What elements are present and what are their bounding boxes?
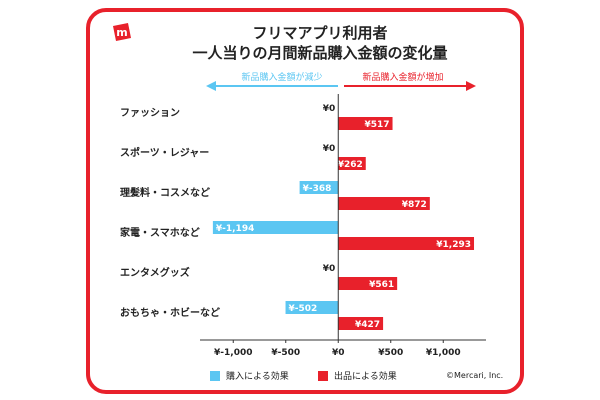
direction-arrows: 新品購入金額が減少 新品購入金額が増加 bbox=[206, 71, 476, 91]
increase-arrowhead-icon bbox=[466, 81, 476, 91]
data-label: ¥517 bbox=[364, 120, 389, 130]
x-tick-label: ¥1,000 bbox=[426, 348, 461, 358]
legend-item-selling: 出品による効果 bbox=[318, 369, 397, 382]
legend-label-selling: 出品による効果 bbox=[334, 372, 397, 382]
chart-title-line2: 一人当りの月間新品購入金額の変化量 bbox=[192, 44, 448, 62]
bar-selling-effect bbox=[338, 117, 393, 130]
x-tick-label: ¥-500 bbox=[271, 348, 300, 358]
data-label: ¥872 bbox=[402, 200, 427, 210]
increase-label: 新品購入金額が増加 bbox=[362, 71, 443, 83]
decrease-arrowhead-icon bbox=[206, 81, 216, 91]
data-label: ¥0 bbox=[323, 104, 336, 114]
legend-swatch-selling bbox=[318, 370, 328, 381]
svg-text:m: m bbox=[116, 26, 127, 39]
data-label: ¥561 bbox=[369, 280, 394, 290]
bar-purchase-effect bbox=[285, 301, 339, 314]
data-label: ¥427 bbox=[355, 320, 380, 330]
category-label: ファッション bbox=[120, 108, 180, 119]
copyright-text: ©Mercari, Inc. bbox=[446, 371, 504, 380]
mercari-box-logo-icon: m bbox=[113, 23, 131, 41]
legend-item-purchase: 購入による効果 bbox=[210, 369, 289, 382]
category-label: 家電・スマホなど bbox=[120, 228, 200, 239]
bar-selling-effect bbox=[338, 277, 398, 290]
bars: ¥0¥517¥0¥262¥-368¥872¥-1,194¥1,293¥0¥561… bbox=[212, 104, 475, 330]
bar-selling-effect bbox=[338, 317, 384, 330]
x-tick-label: ¥500 bbox=[378, 348, 403, 358]
chart-title-line1: フリマアプリ利用者 bbox=[252, 24, 388, 42]
category-label: スポーツ・レジャー bbox=[120, 148, 210, 159]
category-label: エンタメグッズ bbox=[120, 268, 190, 279]
bar-purchase-effect bbox=[299, 181, 339, 194]
category-label: 理髪料・コスメなど bbox=[120, 188, 210, 199]
data-label: ¥-368 bbox=[303, 184, 332, 194]
data-label: ¥262 bbox=[338, 160, 363, 170]
chart-card bbox=[86, 8, 524, 394]
data-label: ¥-502 bbox=[289, 304, 318, 314]
bar-selling-effect bbox=[338, 197, 430, 210]
data-label: ¥0 bbox=[323, 144, 336, 154]
category-label: おもちゃ・ホビーなど bbox=[120, 308, 220, 319]
data-label: ¥0 bbox=[323, 264, 336, 274]
bar-selling-effect bbox=[338, 157, 366, 170]
legend-label-purchase: 購入による効果 bbox=[226, 372, 289, 382]
x-tick-label: ¥-1,000 bbox=[214, 348, 252, 358]
x-axis-ticks: ¥-1,000 ¥-500 ¥0 ¥500 ¥1,000 bbox=[214, 340, 461, 358]
decrease-label: 新品購入金額が減少 bbox=[241, 71, 322, 83]
legend-swatch-purchase bbox=[210, 370, 220, 381]
data-label: ¥1,293 bbox=[436, 240, 471, 250]
bar-purchase-effect bbox=[212, 221, 339, 234]
x-tick-label: ¥0 bbox=[332, 348, 345, 358]
data-label: ¥-1,194 bbox=[216, 224, 254, 234]
bar-selling-effect bbox=[338, 237, 475, 250]
